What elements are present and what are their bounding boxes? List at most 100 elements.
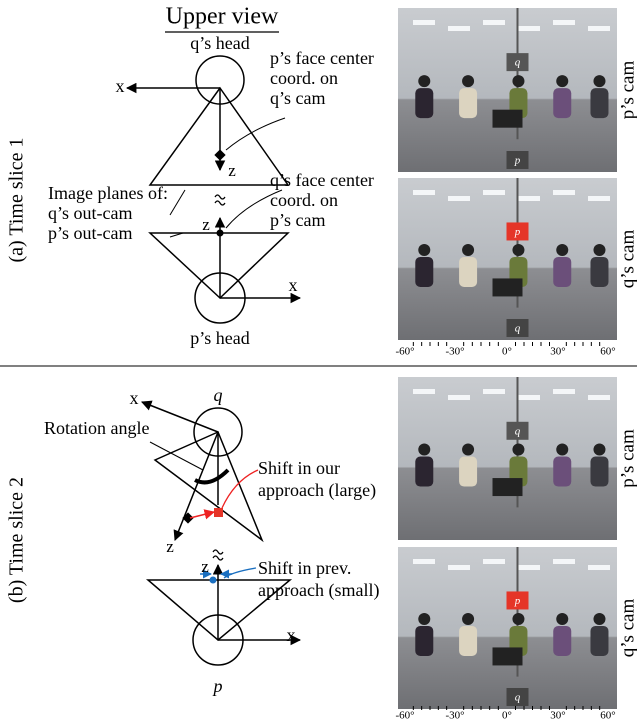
person-head	[418, 613, 430, 625]
ceiling-light	[518, 565, 540, 570]
person-body	[553, 88, 571, 118]
ceiling-light	[483, 20, 505, 25]
person-body	[415, 88, 433, 118]
angle-tick: -30°	[445, 710, 464, 721]
cam-label: p’s cam	[617, 61, 637, 120]
ceiling-light	[518, 196, 540, 201]
annotation: q’s out-cam	[48, 203, 132, 223]
tripod	[493, 647, 523, 665]
leader	[222, 470, 258, 508]
ceiling-light	[448, 395, 470, 400]
annotation: p’s cam	[270, 210, 326, 230]
gap-mark	[213, 550, 223, 554]
head-label: q	[214, 385, 223, 405]
annotation: approach (large)	[258, 480, 376, 501]
angle-tick: 0°	[502, 346, 512, 358]
point	[217, 230, 224, 237]
person-head	[556, 444, 568, 456]
annotation: Shift in prev.	[258, 558, 351, 578]
ceiling-light	[518, 26, 540, 31]
photo	[398, 547, 617, 709]
point	[214, 508, 223, 517]
person-head	[556, 613, 568, 625]
ceiling-light	[588, 26, 610, 31]
person-head	[418, 244, 430, 256]
person-body	[590, 88, 608, 118]
line	[150, 442, 203, 470]
tag-label: q	[515, 57, 521, 69]
person-body	[459, 257, 477, 287]
line	[142, 402, 218, 432]
ceiling-light	[413, 190, 435, 195]
photo	[398, 377, 617, 540]
annotation: coord. on	[270, 190, 338, 210]
ceiling-light	[448, 26, 470, 31]
ceiling-light	[518, 395, 540, 400]
person-head	[593, 75, 605, 87]
person-head	[462, 613, 474, 625]
tag-label: q	[515, 425, 521, 437]
ceiling-light	[553, 20, 575, 25]
ceiling-light	[483, 190, 505, 195]
ceiling-light	[413, 20, 435, 25]
person-body	[553, 457, 571, 487]
tripod	[493, 478, 523, 496]
ceiling-light	[483, 389, 505, 394]
person-head	[512, 244, 524, 256]
ceiling-light	[413, 559, 435, 564]
ceiling-light	[413, 389, 435, 394]
side-label: (a) Time slice 1	[6, 138, 28, 263]
leader	[226, 118, 285, 150]
ceiling-light	[483, 559, 505, 564]
leader	[224, 568, 256, 578]
annotation: Shift in our	[258, 458, 340, 478]
axis-label: z	[228, 161, 236, 180]
cam-label: q’s cam	[617, 230, 637, 289]
axis-label: x	[116, 76, 125, 96]
annotation: Image planes of:	[48, 183, 168, 203]
person-head	[556, 244, 568, 256]
axis-label: x	[289, 275, 298, 295]
person-body	[590, 457, 608, 487]
person-head	[418, 444, 430, 456]
tag-label: p	[514, 595, 521, 607]
ceiling-light	[553, 389, 575, 394]
axis-label: z	[202, 215, 210, 234]
tag-label: q	[515, 692, 521, 704]
photo	[398, 8, 617, 172]
person-head	[462, 75, 474, 87]
person-head	[418, 75, 430, 87]
side-label: (b) Time slice 2	[6, 477, 28, 603]
axis-label: z	[201, 557, 209, 576]
line	[190, 512, 214, 518]
title: Upper view	[166, 4, 279, 30]
annotation: p’s out-cam	[48, 223, 132, 243]
point	[214, 149, 225, 160]
person-head	[512, 75, 524, 87]
cam-label: q’s cam	[617, 599, 637, 658]
person-head	[593, 613, 605, 625]
gap-mark	[215, 195, 225, 199]
person-head	[593, 444, 605, 456]
tag-label: p	[514, 226, 521, 238]
ceiling-light	[588, 395, 610, 400]
person-body	[553, 257, 571, 287]
person-body	[459, 457, 477, 487]
angle-tick: 60°	[600, 710, 615, 721]
person-head	[512, 613, 524, 625]
person-body	[459, 88, 477, 118]
head-label: q’s head	[190, 33, 249, 53]
person-body	[415, 257, 433, 287]
ceiling-light	[448, 565, 470, 570]
line	[170, 190, 185, 215]
axis-label: x	[130, 388, 139, 408]
angle-tick: -60°	[395, 710, 414, 721]
ceiling-light	[553, 190, 575, 195]
person-body	[590, 626, 608, 656]
person-head	[593, 244, 605, 256]
tripod	[493, 278, 523, 296]
person-body	[415, 626, 433, 656]
angle-tick: -60°	[395, 346, 414, 358]
ceiling-light	[448, 196, 470, 201]
annotation: q’s face center	[270, 170, 374, 190]
